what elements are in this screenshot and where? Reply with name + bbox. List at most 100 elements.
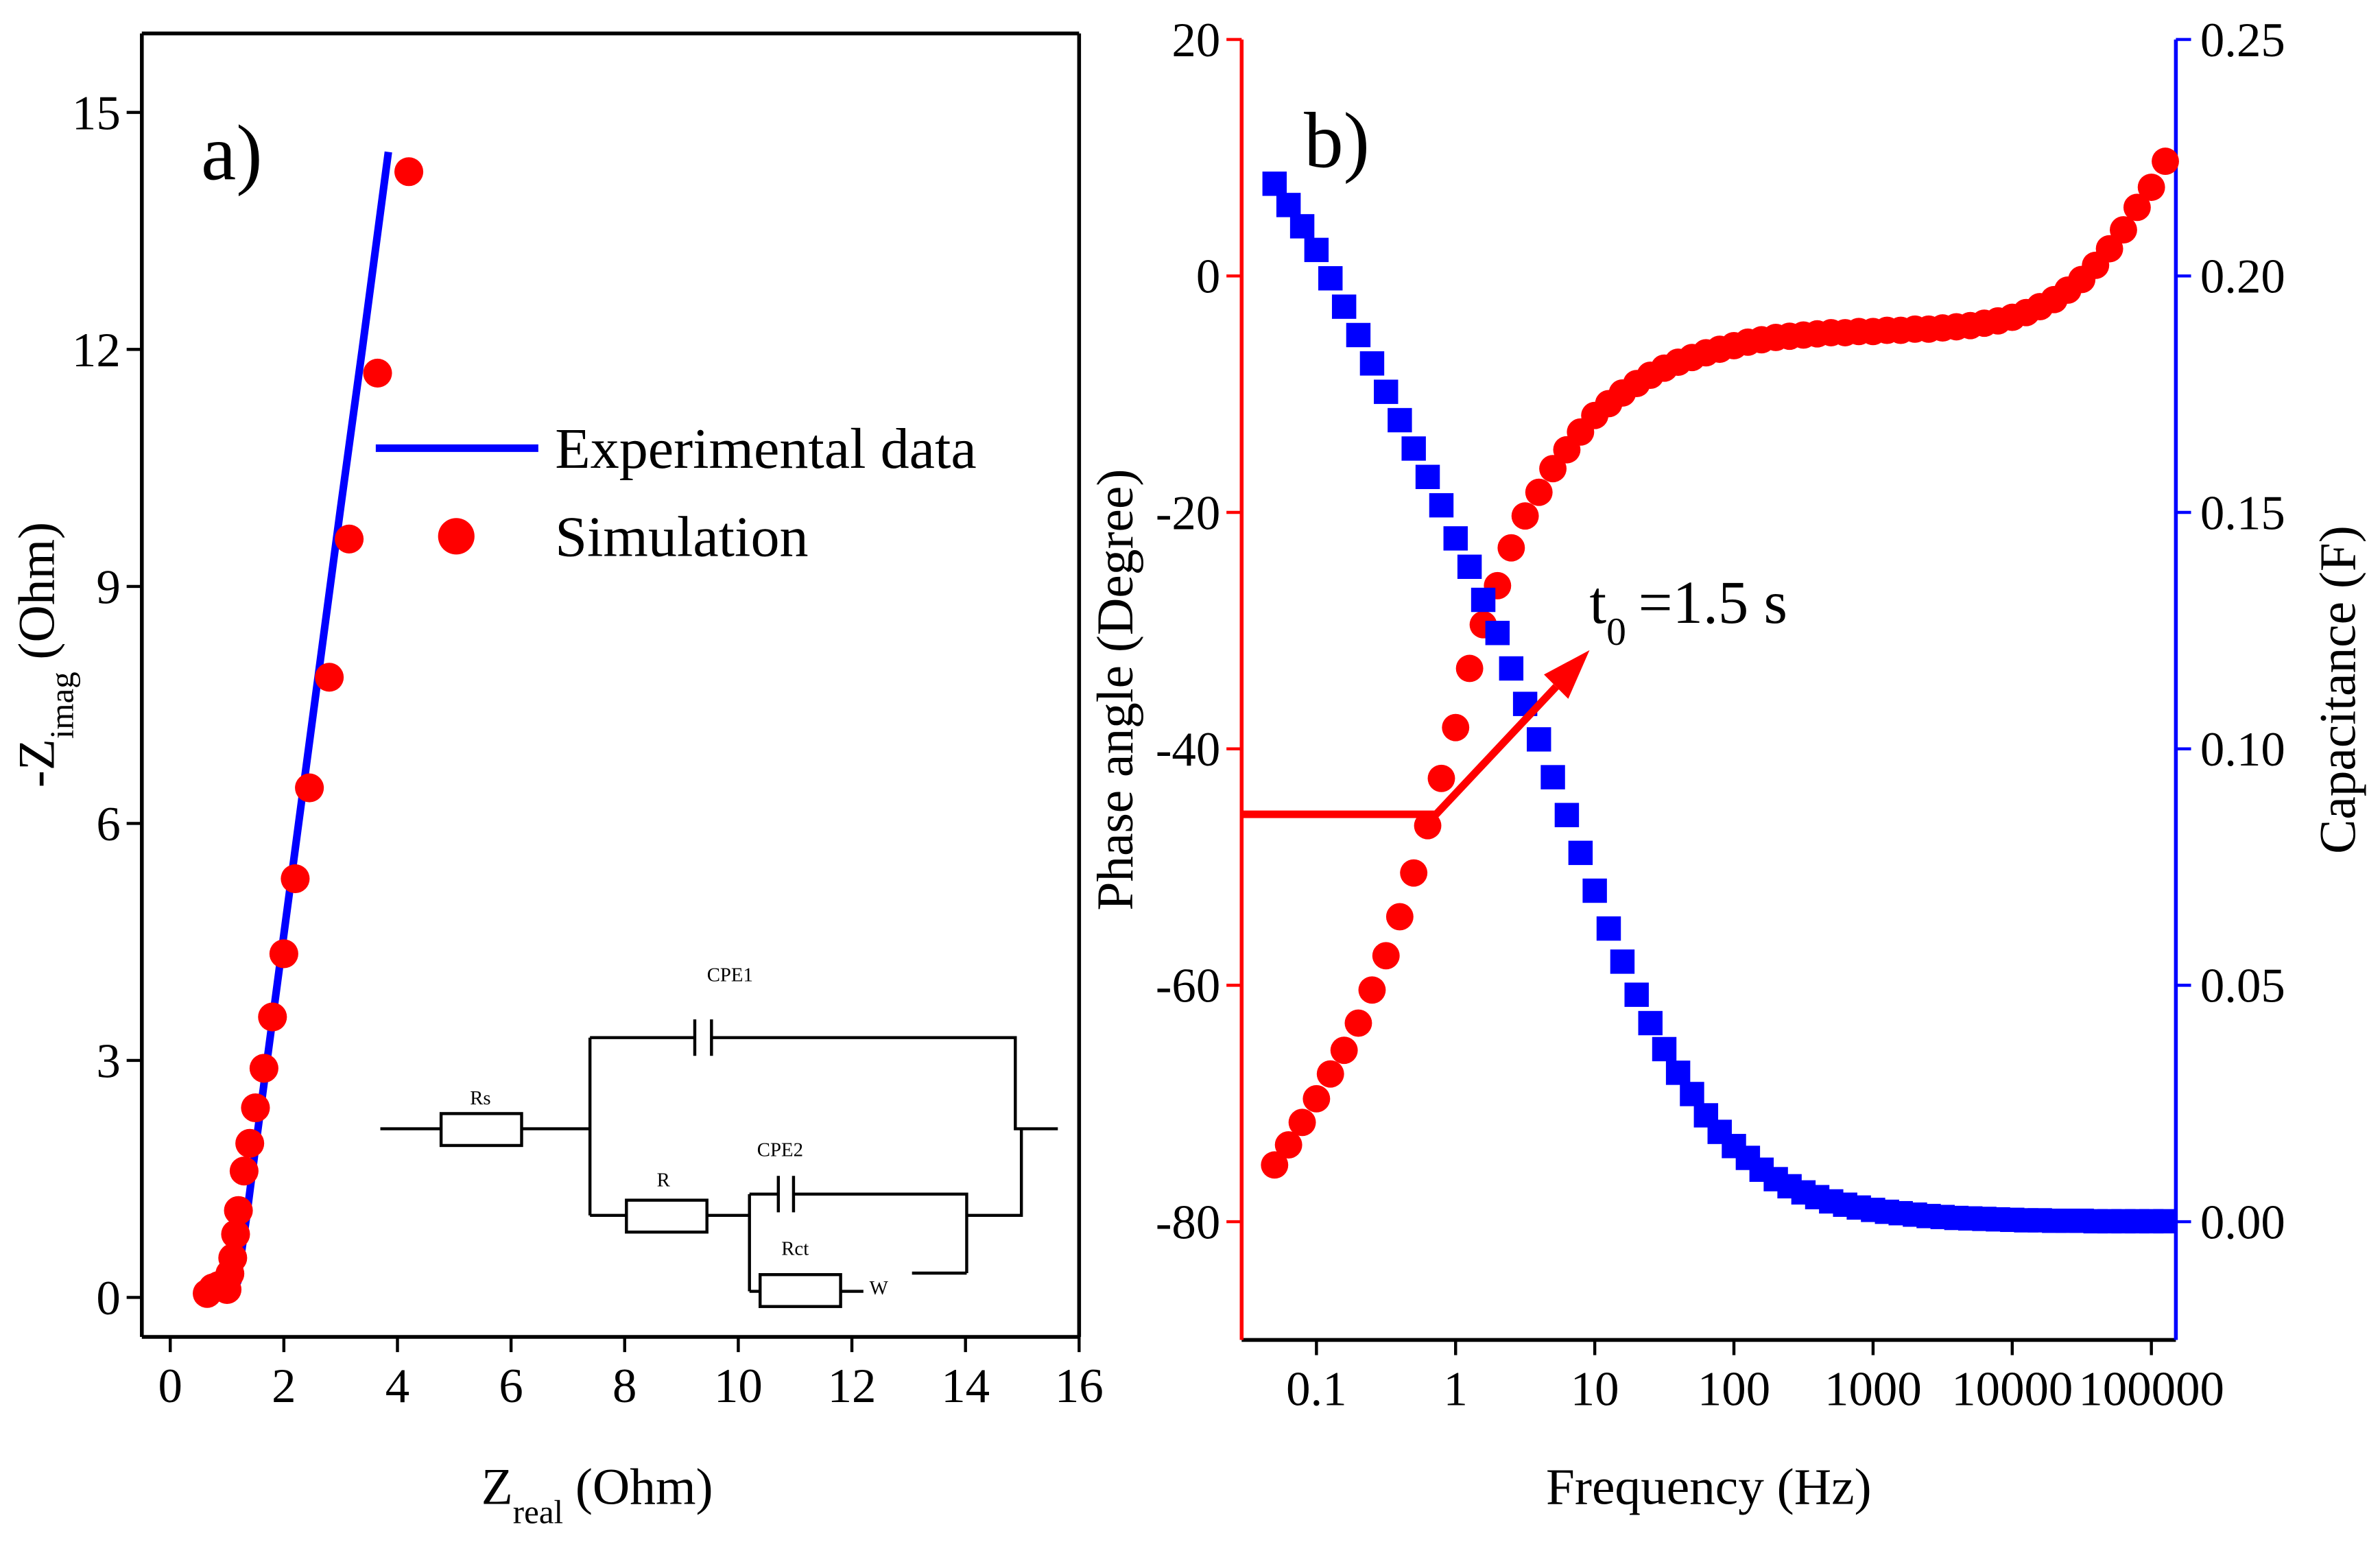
data-point — [1610, 949, 1635, 974]
data-point — [1427, 764, 1455, 792]
data-point — [1414, 811, 1442, 840]
data-point — [2152, 147, 2179, 176]
data-point — [394, 157, 424, 187]
data-point — [258, 1002, 287, 1032]
x-tick-label: 10000 — [1951, 1363, 2073, 1416]
legend-swatch — [438, 518, 475, 555]
y-tick-label: 6 — [96, 798, 120, 851]
data-point — [1596, 916, 1621, 941]
data-point — [235, 1128, 265, 1158]
panel-label: a) — [201, 108, 262, 196]
data-point — [224, 1196, 253, 1225]
x-tick-label: 100000 — [2078, 1363, 2224, 1416]
data-point — [1429, 493, 1454, 518]
y2-axis-label: Capacitance (F) — [2310, 525, 2367, 854]
data-point — [1276, 193, 1301, 217]
data-point — [1638, 1010, 1663, 1036]
circuit-label: Rs — [470, 1087, 490, 1109]
circuit-label: Rct — [781, 1237, 809, 1259]
data-point — [1385, 903, 1414, 931]
x-tick-label: 14 — [941, 1360, 990, 1413]
y-axis-label: Phase angle (Degree) — [1087, 469, 1144, 911]
y-tick-label: -20 — [1156, 486, 1220, 540]
data-point — [1442, 713, 1470, 742]
data-point — [1401, 436, 1426, 461]
circuit-inset: CPE1 Rs R CPE2 Rct W — [380, 964, 1058, 1308]
data-point — [1471, 587, 1496, 613]
data-point — [1289, 214, 1315, 239]
axis-label-part: 0 — [1606, 610, 1626, 654]
legend-label: Experimental data — [555, 417, 977, 481]
x-tick-label: 16 — [1055, 1360, 1104, 1413]
panel-label: b) — [1304, 97, 1370, 185]
data-point — [1652, 1036, 1677, 1062]
axis-label-part: (Ohm) — [8, 522, 65, 660]
y-tick-label: 0 — [1196, 250, 1220, 304]
axis-label-part: (Ohm) — [575, 1459, 713, 1516]
data-point — [221, 1220, 250, 1249]
data-point — [1316, 1060, 1344, 1088]
data-point — [1680, 1082, 1704, 1106]
data-point — [1499, 656, 1524, 681]
data-point — [1457, 554, 1482, 579]
data-point — [2110, 216, 2137, 244]
circuit-label: W — [870, 1277, 889, 1299]
data-point — [1485, 621, 1510, 645]
y2-tick-label: 0.00 — [2200, 1196, 2285, 1249]
data-point — [1527, 727, 1551, 752]
axis-label: -Zimag (Ohm) — [8, 522, 80, 787]
axis-label-part: real — [513, 1493, 563, 1530]
data-point — [1443, 526, 1468, 551]
data-point — [1318, 266, 1343, 291]
x-tick-label: 8 — [612, 1360, 636, 1413]
data-point — [229, 1156, 259, 1186]
x-tick-label: 0.1 — [1286, 1363, 1347, 1416]
axis-label-part: =1.5 s — [1639, 569, 1787, 637]
y2-tick-label: 0.10 — [2200, 723, 2285, 776]
y-tick-label: 15 — [72, 86, 121, 140]
data-point — [1582, 878, 1607, 903]
data-point — [1554, 803, 1580, 827]
data-point — [1665, 1060, 1691, 1085]
x-tick-label: 0 — [158, 1360, 182, 1413]
circuit-label: CPE2 — [757, 1139, 803, 1161]
data-point — [1358, 976, 1386, 1004]
data-point — [1539, 455, 1567, 483]
x-tick-label: 12 — [828, 1360, 877, 1413]
x-tick-label: 100 — [1698, 1363, 1770, 1416]
data-point — [363, 358, 392, 388]
data-point — [1455, 654, 1484, 683]
data-point — [1262, 171, 1287, 196]
data-point — [1344, 1009, 1372, 1037]
data-point — [2123, 193, 2151, 222]
data-point — [1624, 982, 1649, 1007]
axis-label-part: -Z — [8, 739, 65, 787]
y-tick-label: -80 — [1156, 1196, 1220, 1249]
legend-label: Simulation — [555, 506, 808, 569]
y-tick-label: -60 — [1156, 960, 1220, 1013]
x-tick-label: 4 — [385, 1360, 409, 1413]
y2-tick-label: 0.05 — [2200, 960, 2285, 1013]
data-point — [1304, 237, 1329, 263]
axis-label: Zreal (Ohm) — [481, 1459, 713, 1531]
axis-label: t0 =1.5 s — [1589, 569, 1787, 654]
x-axis-label: Frequency (Hz) — [1546, 1459, 1872, 1516]
axis-label-part: Z — [481, 1459, 513, 1516]
data-point — [269, 939, 298, 969]
circuit-label: CPE1 — [707, 964, 753, 986]
y2-tick-label: 0.15 — [2200, 486, 2285, 540]
data-point — [1346, 322, 1371, 348]
y2-tick-label: 0.20 — [2200, 250, 2285, 304]
data-point — [1372, 942, 1400, 970]
y2-tick-label: 0.25 — [2200, 14, 2285, 67]
data-point — [1274, 1131, 1302, 1159]
data-point — [249, 1054, 278, 1083]
x-tick-label: 1 — [1444, 1363, 1468, 1416]
data-point — [335, 524, 364, 554]
data-point — [1511, 502, 1539, 530]
data-point — [218, 1243, 248, 1272]
data-point — [1261, 1151, 1289, 1179]
data-point — [1525, 478, 1553, 506]
data-point — [295, 773, 324, 803]
